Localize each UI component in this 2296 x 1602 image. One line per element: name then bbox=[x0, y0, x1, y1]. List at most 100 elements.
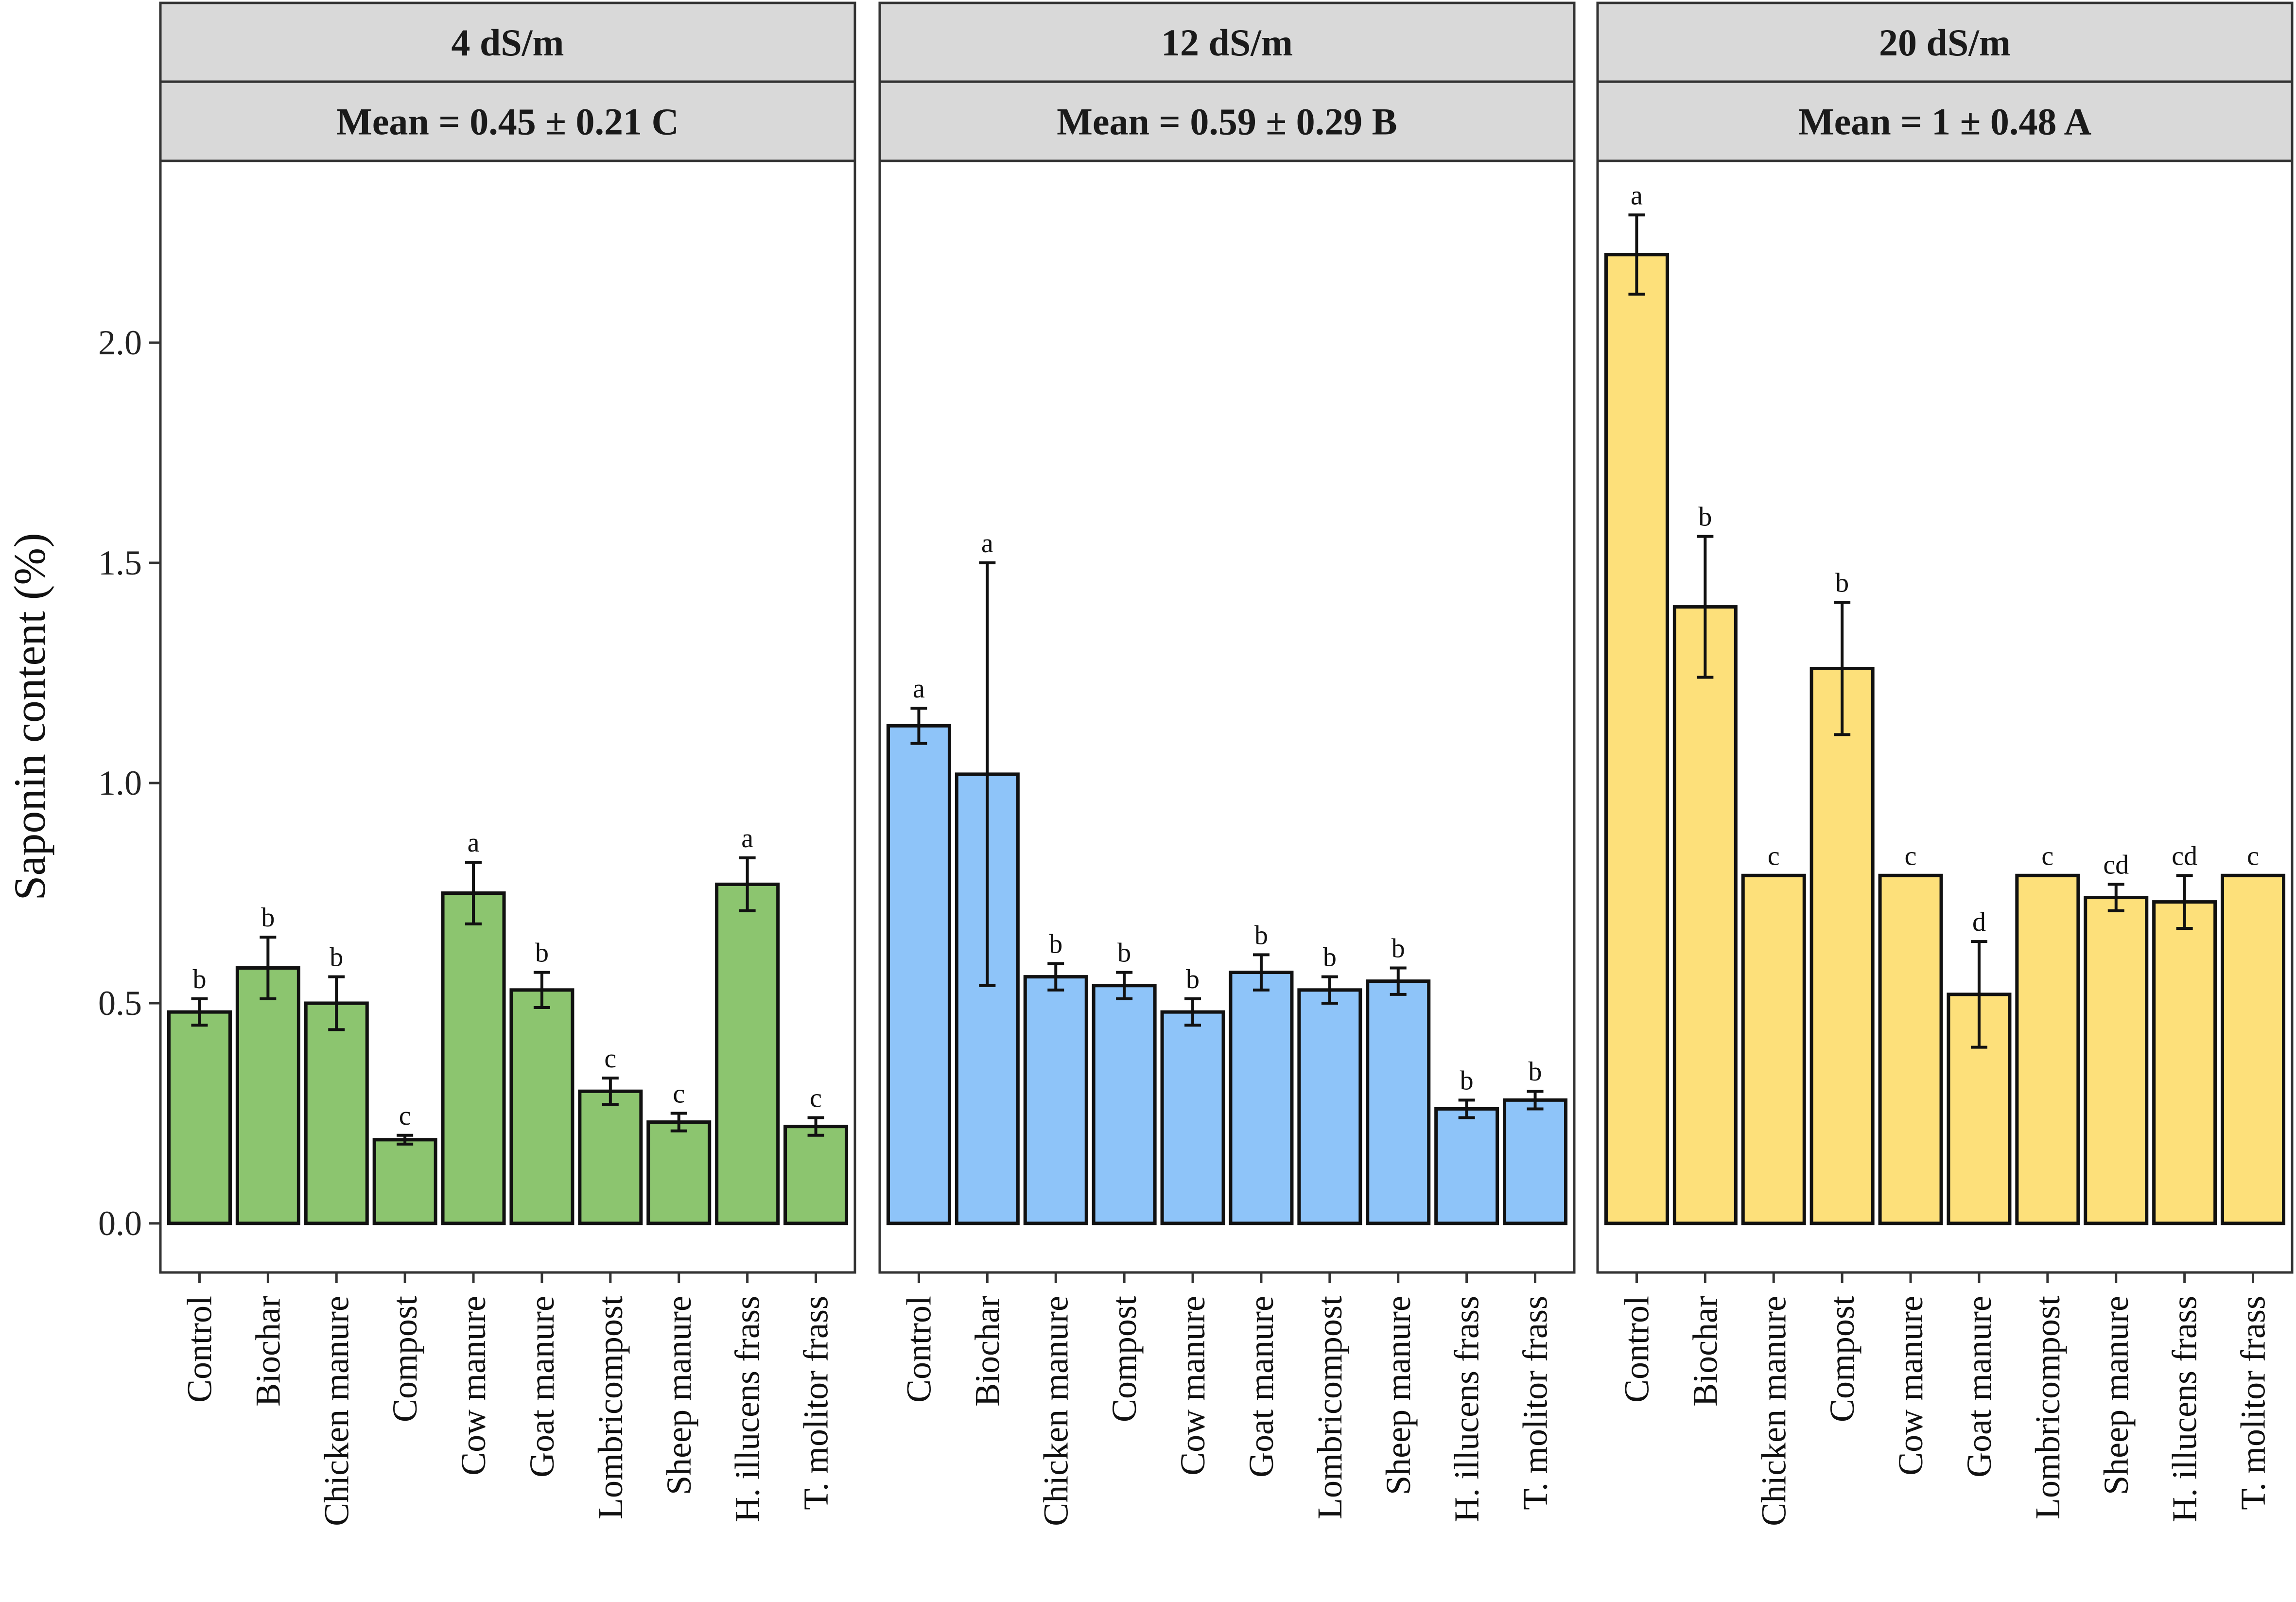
x-tick-label: Control bbox=[180, 1296, 219, 1403]
x-tick-label: Compost bbox=[385, 1296, 424, 1422]
x-tick-label: T. molitor frass bbox=[2234, 1296, 2273, 1510]
x-tick-label: Goat manure bbox=[522, 1296, 561, 1478]
bar bbox=[1023, 975, 1088, 1225]
strip-mean-label: Mean = 1 ± 0.48 A bbox=[1798, 101, 2091, 143]
significance-letter: c bbox=[604, 1044, 616, 1074]
x-tick-label: H. illucens frass bbox=[728, 1296, 767, 1522]
significance-letter: b bbox=[192, 964, 206, 994]
bar bbox=[304, 1001, 369, 1225]
significance-letter: d bbox=[1972, 907, 1986, 937]
x-tick-label: Sheep manure bbox=[1379, 1296, 1418, 1495]
bar bbox=[2221, 873, 2286, 1225]
bar bbox=[2015, 873, 2080, 1225]
significance-letter: a bbox=[468, 828, 480, 858]
significance-letter: b bbox=[1392, 934, 1405, 964]
strip-mean-label: Mean = 0.59 ± 0.29 B bbox=[1057, 101, 1397, 143]
strip-salinity-box bbox=[878, 1, 1576, 83]
significance-letter: a bbox=[741, 823, 753, 853]
x-tick-label: Biochar bbox=[1686, 1296, 1724, 1407]
bar bbox=[1672, 605, 1738, 1225]
significance-letter: c bbox=[810, 1083, 822, 1114]
bar bbox=[1741, 873, 1806, 1225]
x-tick-label: Cow manure bbox=[454, 1296, 493, 1476]
bar bbox=[886, 724, 951, 1225]
facet-panel: 20 dS/m Mean = 1 ± 0.48 A a Control b Biochar… bbox=[1596, 1, 2294, 1526]
bar bbox=[441, 891, 506, 1225]
bar bbox=[715, 882, 780, 1225]
bar bbox=[578, 1089, 643, 1225]
y-axis-title: Saponin content (%) bbox=[5, 533, 54, 900]
significance-letter: b bbox=[1049, 929, 1062, 959]
bar bbox=[1160, 1010, 1225, 1225]
significance-letter: b bbox=[1186, 964, 1200, 994]
x-tick-label: Biochar bbox=[968, 1296, 1007, 1407]
bar bbox=[1878, 873, 1943, 1225]
bar bbox=[372, 1138, 437, 1225]
x-tick-label: Sheep manure bbox=[660, 1296, 698, 1495]
strip-mean-label: Mean = 0.45 ± 0.21 C bbox=[336, 101, 679, 143]
significance-letter: b bbox=[1254, 920, 1268, 950]
facet-panel: 4 dS/m Mean = 0.45 ± 0.21 C b Control b Bioch… bbox=[159, 1, 856, 1526]
strip-mean-box bbox=[1596, 80, 2294, 162]
significance-letter: b bbox=[1460, 1065, 1474, 1096]
significance-letter: b bbox=[1529, 1057, 1542, 1087]
bar bbox=[509, 988, 574, 1225]
x-tick-label: Lombricompost bbox=[591, 1296, 630, 1519]
bar bbox=[1366, 979, 1431, 1225]
x-tick-label: H. illucens frass bbox=[1447, 1296, 1486, 1522]
significance-letter: c bbox=[1768, 841, 1780, 871]
x-tick-label: T. molitor frass bbox=[1516, 1296, 1555, 1510]
x-tick-label: Compost bbox=[1105, 1296, 1144, 1422]
x-tick-label: Control bbox=[899, 1296, 938, 1403]
significance-letter: b bbox=[261, 903, 275, 933]
significance-letter: c bbox=[2041, 841, 2053, 871]
x-tick-label: T. molitor frass bbox=[797, 1296, 835, 1510]
strip-salinity-label: 12 dS/m bbox=[1161, 21, 1293, 64]
y-tick-label: 1.0 bbox=[98, 764, 142, 802]
significance-letter: c bbox=[1905, 841, 1917, 871]
bar bbox=[1297, 988, 1362, 1225]
significance-letter: cd bbox=[2103, 850, 2129, 880]
x-tick-label: Biochar bbox=[248, 1296, 287, 1407]
x-tick-label: H. illucens frass bbox=[2165, 1296, 2204, 1522]
strip-salinity-label: 20 dS/m bbox=[1879, 21, 2011, 64]
significance-letter: c bbox=[399, 1101, 411, 1131]
x-tick-label: Goat manure bbox=[1242, 1296, 1281, 1478]
strip-salinity-box bbox=[159, 1, 856, 83]
bar bbox=[1092, 984, 1157, 1225]
y-tick-label: 0.0 bbox=[98, 1204, 142, 1243]
x-tick-label: Control bbox=[1617, 1296, 1656, 1403]
significance-letter: cd bbox=[2172, 841, 2197, 871]
x-tick-label: Cow manure bbox=[1891, 1296, 1930, 1476]
x-tick-label: Lombricompost bbox=[1310, 1296, 1349, 1519]
significance-letter: b bbox=[1835, 568, 1849, 598]
significance-letter: c bbox=[2247, 841, 2259, 871]
x-tick-label: Goat manure bbox=[1960, 1296, 1999, 1478]
bar bbox=[2084, 896, 2149, 1225]
x-tick-label: Lombricompost bbox=[2028, 1296, 2067, 1519]
bar bbox=[235, 966, 300, 1225]
bar bbox=[783, 1125, 849, 1225]
x-tick-label: Compost bbox=[1823, 1296, 1861, 1422]
x-tick-label: Chicken manure bbox=[1754, 1296, 1793, 1526]
y-tick-label: 0.5 bbox=[98, 984, 142, 1023]
bar bbox=[1503, 1098, 1568, 1225]
strip-mean-box bbox=[878, 80, 1576, 162]
bar bbox=[1229, 971, 1294, 1225]
significance-letter: b bbox=[1117, 938, 1131, 968]
bar bbox=[1434, 1107, 1499, 1225]
significance-letter: b bbox=[1323, 942, 1337, 973]
bar bbox=[1809, 666, 1875, 1225]
y-axis: Saponin content (%) 0.0 0.5 1.0 1.5 2.0 bbox=[5, 323, 160, 1243]
facet-panel: 12 dS/m Mean = 0.59 ± 0.29 B a Control a Bioc… bbox=[878, 1, 1576, 1526]
significance-letter: b bbox=[330, 942, 343, 973]
significance-letter: a bbox=[981, 528, 993, 558]
y-tick-label: 1.5 bbox=[98, 543, 142, 582]
significance-letter: b bbox=[1698, 502, 1712, 532]
x-tick-label: Sheep manure bbox=[2097, 1296, 2136, 1495]
significance-letter: a bbox=[913, 674, 925, 704]
x-tick-label: Cow manure bbox=[1173, 1296, 1212, 1476]
bar bbox=[1604, 253, 1669, 1225]
bar bbox=[2152, 900, 2217, 1225]
